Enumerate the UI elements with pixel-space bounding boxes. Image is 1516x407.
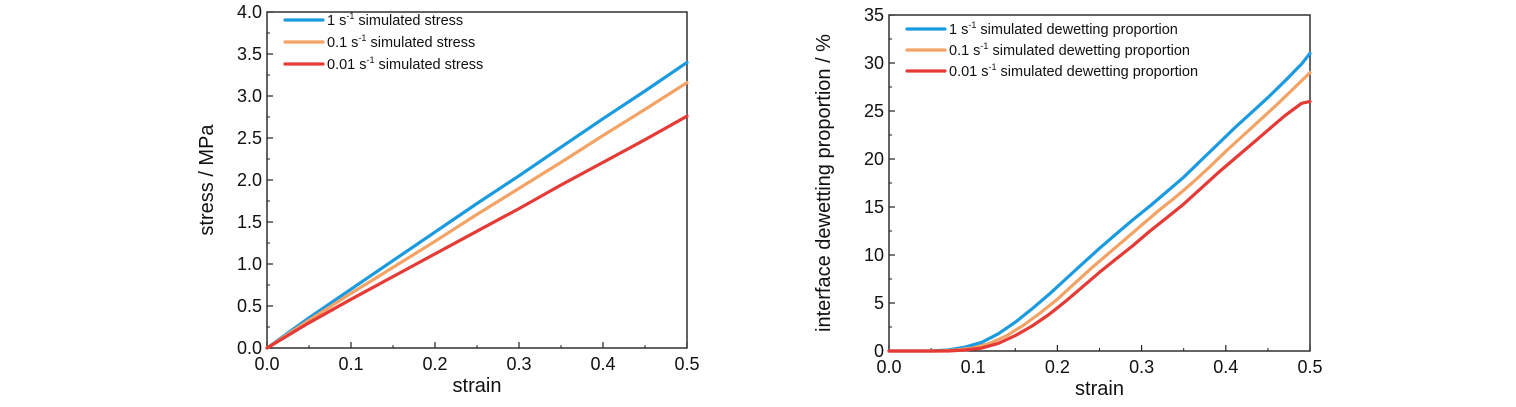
y-tick-label: 20 [864, 149, 884, 169]
y-tick-label: 35 [864, 5, 884, 25]
legend-label-1: 0.1 s-1 simulated stress [327, 33, 475, 51]
y-axis-title: interface dewetting proportion / % [813, 34, 835, 332]
series-line-0 [887, 51, 1312, 353]
dewetting-chart: 0.0 0.1 0.2 0.3 0.4 0.5 0 5 10 15 20 25 30 35 strain in… [813, 5, 1323, 400]
x-tick-label: 0.4 [590, 354, 615, 374]
legend: 1 s-1 simulated stress 0.1 s-1 simulated … [283, 11, 483, 73]
x-tick-label: 0.5 [674, 354, 699, 374]
x-tick-label: 0.2 [422, 354, 447, 374]
y-axis-title: stress / MPa [196, 124, 218, 236]
x-tick-label: 0.0 [876, 357, 901, 377]
series-line-0 [265, 60, 689, 350]
stress-chart: 0.0 0.1 0.2 0.3 0.4 0.5 0.0 0.5 1.0 1.5 2.0 2.5 3.0 3… [196, 2, 700, 397]
y-tick-label: 1.0 [237, 254, 262, 274]
y-tick-label: 1.5 [237, 212, 262, 232]
y-tick-label: 15 [864, 197, 884, 217]
legend-label-2: 0.01 s-1 simulated stress [327, 55, 483, 73]
y-tick-label: 0.5 [237, 296, 262, 316]
y-tick-label: 30 [864, 53, 884, 73]
x-tick-label: 0.3 [1129, 357, 1154, 377]
x-tick-label: 0.4 [1213, 357, 1238, 377]
series-line-2 [887, 99, 1312, 353]
y-tick-label: 10 [864, 245, 884, 265]
y-tick-label: 2.0 [237, 170, 262, 190]
legend-label-0: 1 s-1 simulated stress [327, 11, 463, 29]
y-tick-label: 25 [864, 101, 884, 121]
x-axis-title: strain [1075, 378, 1124, 400]
legend-label-0: 1 s-1 simulated dewetting proportion [949, 20, 1178, 38]
y-tick-label: 3.5 [237, 44, 262, 64]
x-axis-title: strain [453, 375, 502, 397]
x-tick-label: 0.1 [961, 357, 986, 377]
y-tick-label: 0.0 [237, 338, 262, 358]
series-line-2 [265, 114, 689, 350]
legend-label-2: 0.01 s-1 simulated dewetting proportion [949, 62, 1198, 80]
y-tick-label: 4.0 [237, 2, 262, 22]
x-tick-label: 0.2 [1045, 357, 1070, 377]
x-tick-label: 0.0 [254, 354, 279, 374]
legend: 1 s-1 simulated dewetting proportion 0.1 … [905, 20, 1198, 80]
y-tick-label: 3.0 [237, 86, 262, 106]
y-tick-label: 5 [874, 293, 884, 313]
series-line-1 [887, 70, 1312, 353]
legend-label-1: 0.1 s-1 simulated dewetting proportion [949, 41, 1190, 59]
x-tick-label: 0.5 [1297, 357, 1322, 377]
y-tick-label: 2.5 [237, 128, 262, 148]
y-tick-label: 0 [874, 341, 884, 361]
x-tick-label: 0.3 [506, 354, 531, 374]
series-line-1 [265, 80, 689, 350]
x-tick-label: 0.1 [338, 354, 363, 374]
